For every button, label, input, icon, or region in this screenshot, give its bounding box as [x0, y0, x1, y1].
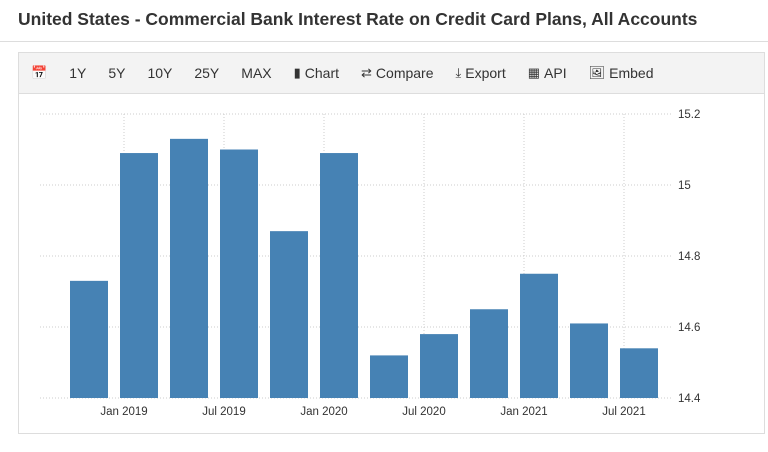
x-tick-label: Jul 2020	[402, 406, 445, 418]
bar-nov-2018	[70, 280, 108, 398]
bar-aug-2019	[220, 149, 258, 398]
x-tick-label: Jan 2019	[100, 406, 147, 418]
y-tick-label: 15	[678, 180, 691, 192]
bar-may-2020	[370, 355, 408, 398]
page-title: United States - Commercial Bank Interest…	[18, 9, 698, 29]
embed-button[interactable]: 🖼 Embed	[589, 65, 654, 81]
calendar-icon[interactable]: 📅	[31, 65, 48, 80]
compare-button[interactable]: ⇄ Compare	[361, 65, 434, 81]
chart-label: Chart	[304, 65, 340, 81]
x-tick-label: Jan 2020	[300, 406, 347, 418]
bar-feb-2021	[520, 273, 558, 398]
y-tick-label: 14.8	[678, 251, 700, 263]
bar-aug-2021	[620, 348, 658, 398]
grid-icon: ▦	[527, 65, 541, 80]
chart-toolbar: 📅 1Y 5Y 10Y 25Y MAX ▮ Chart ⇄ Compare ⤓ Exp…	[19, 53, 764, 94]
y-tick-label: 14.4	[678, 393, 701, 405]
export-label: Export	[465, 65, 506, 81]
export-button[interactable]: ⤓ Export	[456, 65, 506, 81]
download-icon: ⤓	[455, 65, 462, 80]
bar-aug-2020	[420, 334, 458, 398]
api-button[interactable]: ▦ API	[528, 65, 567, 81]
range-25y-button[interactable]: 25Y	[194, 65, 220, 81]
shuffle-icon: ⇄	[361, 65, 372, 80]
compare-label: Compare	[375, 65, 434, 81]
api-label: API	[544, 65, 567, 81]
range-max-button[interactable]: MAX	[241, 65, 272, 81]
bar-feb-2019	[120, 153, 158, 398]
x-tick-label: Jan 2021	[500, 406, 547, 418]
image-icon: 🖼	[588, 65, 606, 80]
chart-button[interactable]: ▮ Chart	[294, 65, 339, 81]
y-tick-label: 15.2	[678, 109, 700, 121]
bar-nov-2020	[470, 309, 508, 398]
bar-chart-icon: ▮	[293, 65, 301, 80]
range-5y-button[interactable]: 5Y	[108, 65, 126, 81]
bar-may-2021	[570, 323, 608, 398]
bar-nov-2019	[270, 231, 308, 398]
embed-label: Embed	[609, 65, 654, 81]
range-10y-button[interactable]: 10Y	[147, 65, 173, 81]
range-1y-button[interactable]: 1Y	[69, 65, 87, 81]
x-tick-label: Jul 2021	[602, 406, 645, 418]
x-tick-label: Jul 2019	[202, 406, 245, 418]
chart-panel: 📅 1Y 5Y 10Y 25Y MAX ▮ Chart ⇄ Compare ⤓ Exp…	[18, 52, 765, 434]
y-tick-label: 14.6	[678, 322, 700, 334]
bar-feb-2020	[320, 153, 358, 398]
divider	[0, 41, 768, 42]
bar-may-2019	[170, 138, 208, 398]
